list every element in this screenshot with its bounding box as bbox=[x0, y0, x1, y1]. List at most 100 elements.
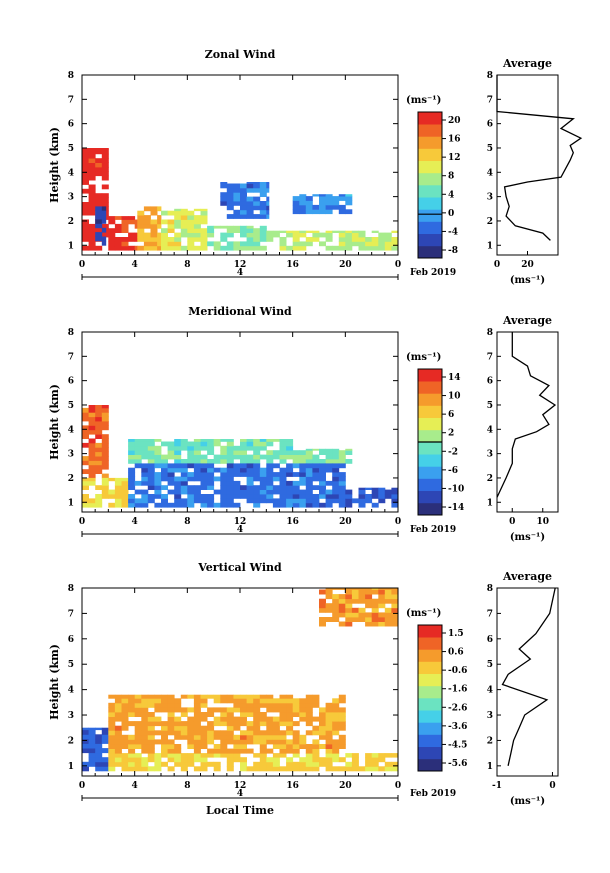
heatmap-cell bbox=[299, 459, 307, 464]
heatmap-cell bbox=[226, 232, 234, 238]
heatmap-cell bbox=[220, 694, 228, 699]
heatmap-cell bbox=[378, 487, 386, 490]
heatmap-cell bbox=[88, 473, 96, 479]
heatmap-cell bbox=[272, 485, 280, 490]
heatmap-cell bbox=[161, 210, 168, 216]
heatmap-cell bbox=[187, 459, 195, 464]
heatmap-cell bbox=[213, 694, 221, 699]
heatmap-cell bbox=[233, 209, 241, 215]
heatmap-cell bbox=[292, 753, 300, 758]
heatmap-cell bbox=[338, 480, 346, 486]
heatmap-cell bbox=[246, 494, 254, 499]
heatmap-cell bbox=[180, 210, 188, 216]
heatmap-cell bbox=[82, 175, 89, 181]
heatmap-cell bbox=[365, 621, 373, 627]
heatmap-cell bbox=[226, 716, 234, 722]
heatmap-cell bbox=[391, 489, 399, 495]
heatmap-cell bbox=[299, 204, 307, 210]
heatmap-cell bbox=[207, 445, 215, 451]
heatmap-cell bbox=[180, 489, 188, 495]
heatmap-cell bbox=[305, 721, 313, 727]
heatmap-cell bbox=[187, 245, 195, 251]
heatmap-cell bbox=[101, 464, 109, 470]
heatmap-cell bbox=[213, 753, 221, 758]
heatmap-cell bbox=[114, 485, 122, 490]
heatmap-cell bbox=[384, 232, 392, 238]
heatmap-cell bbox=[299, 230, 307, 233]
heatmap-cell bbox=[279, 439, 287, 442]
heatmap-cell bbox=[226, 494, 234, 499]
heatmap-cell bbox=[253, 245, 261, 251]
heatmap-cell bbox=[88, 477, 96, 482]
heatmap-cell bbox=[351, 237, 359, 242]
heatmap-cell bbox=[286, 498, 294, 504]
heatmap-cell bbox=[147, 766, 155, 772]
heatmap-cell bbox=[193, 725, 201, 731]
heatmap-cell bbox=[180, 439, 188, 442]
heatmap-cell bbox=[319, 721, 326, 727]
heatmap-cell bbox=[325, 230, 333, 233]
heatmap-cell bbox=[82, 727, 89, 731]
heatmap-cell bbox=[101, 240, 107, 246]
heatmap-cell bbox=[305, 448, 313, 451]
heatmap-cell bbox=[108, 219, 116, 225]
heatmap-cell bbox=[371, 245, 379, 251]
heatmap-cell bbox=[325, 594, 333, 600]
heatmap-cell bbox=[174, 237, 182, 242]
heatmap-cell bbox=[88, 738, 96, 744]
heatmap-cell bbox=[213, 241, 221, 247]
heatmap-cell bbox=[88, 438, 96, 444]
heatmap-cell bbox=[82, 738, 89, 744]
heatmap-cell bbox=[246, 480, 254, 486]
colorbar-tick-label: 16 bbox=[448, 135, 461, 145]
heatmap-cell bbox=[220, 485, 228, 490]
heatmap-cell bbox=[147, 725, 155, 731]
heatmap-cell bbox=[378, 494, 386, 499]
heatmap-cell bbox=[121, 489, 129, 495]
heatmap-cell bbox=[134, 219, 138, 225]
heatmap-cell bbox=[371, 757, 379, 763]
heatmap-cell bbox=[338, 734, 346, 740]
heatmap-cell bbox=[391, 245, 399, 251]
heatmap-cell bbox=[325, 753, 333, 758]
heatmap-cell bbox=[226, 241, 234, 247]
average-profile-line bbox=[501, 587, 556, 766]
heatmap-cell bbox=[193, 702, 201, 708]
heatmap-cell bbox=[82, 469, 89, 474]
heatmap-cell bbox=[161, 702, 168, 708]
heatmap-cell bbox=[207, 721, 215, 727]
heatmap-cell bbox=[259, 439, 267, 442]
heatmap-cell bbox=[200, 734, 208, 740]
colorbar-segment bbox=[418, 466, 442, 479]
heatmap-cell bbox=[272, 476, 280, 482]
heatmap-cell bbox=[259, 739, 267, 745]
heatmap-cell bbox=[143, 223, 151, 229]
heatmap-cell bbox=[279, 445, 287, 451]
heatmap-cell bbox=[266, 201, 270, 206]
colorbar-segment bbox=[418, 417, 442, 431]
average-x-tick-label: 20 bbox=[521, 260, 534, 270]
heatmap-cell bbox=[147, 721, 155, 727]
heatmap-cell bbox=[279, 230, 287, 233]
heatmap-cell bbox=[128, 694, 136, 699]
heatmap-cell bbox=[246, 707, 254, 713]
heatmap-cell bbox=[246, 694, 254, 699]
heatmap-cell bbox=[272, 702, 280, 708]
heatmap-cell bbox=[82, 148, 89, 150]
average-profile-line bbox=[496, 75, 583, 241]
heatmap-cell bbox=[240, 192, 247, 197]
heatmap-cell bbox=[259, 480, 267, 486]
colorbar-frame bbox=[417, 111, 443, 259]
heatmap-cell bbox=[233, 489, 241, 495]
heatmap-cell bbox=[240, 485, 247, 490]
panel-title: Meridional Wind bbox=[188, 305, 292, 318]
heatmap-cell bbox=[161, 748, 168, 754]
heatmap-cell bbox=[384, 245, 392, 251]
heatmap-cell bbox=[220, 712, 228, 717]
heatmap-cell bbox=[365, 603, 373, 609]
heatmap-cell bbox=[121, 734, 129, 740]
heatmap-cell bbox=[141, 721, 149, 727]
heatmap-cell bbox=[233, 694, 241, 699]
heatmap-cell bbox=[233, 228, 241, 233]
heatmap-cell bbox=[391, 237, 399, 242]
